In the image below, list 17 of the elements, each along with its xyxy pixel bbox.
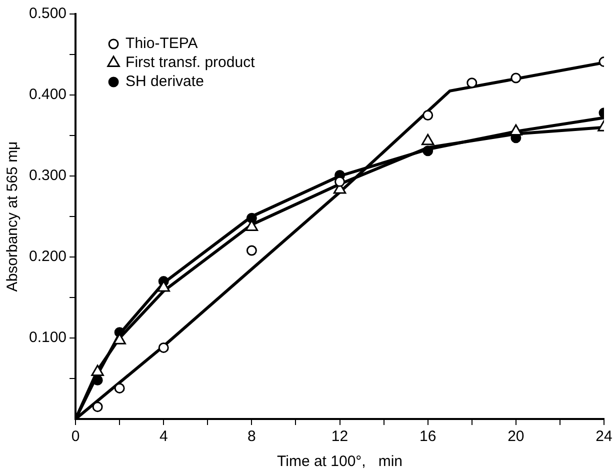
legend-label: Thio-TEPA [126, 35, 198, 52]
x-tick-label: 0 [71, 428, 80, 446]
x-tick-label: 4 [159, 428, 168, 446]
y-tick-label: 0.500 [28, 5, 67, 22]
y-tick-label: 0.300 [28, 167, 67, 184]
y-tick-label: 0.400 [28, 86, 67, 104]
x-tick-label: 12 [331, 428, 348, 446]
y-axis-title: Absorbancy at 565 mμ [4, 141, 22, 292]
x-axis-title: Time at 100°, min [277, 453, 403, 470]
x-tick-label: 16 [420, 428, 436, 446]
x-tick-label: 20 [508, 428, 524, 446]
y-tick-label: 0.100 [28, 329, 67, 346]
legend-label: First transf. product [126, 54, 256, 72]
x-tick-label: 8 [248, 428, 256, 446]
y-tick-label: 0.200 [28, 248, 67, 266]
x-tick-label: 24 [596, 428, 612, 446]
legend-label: SH derivate [126, 73, 204, 90]
